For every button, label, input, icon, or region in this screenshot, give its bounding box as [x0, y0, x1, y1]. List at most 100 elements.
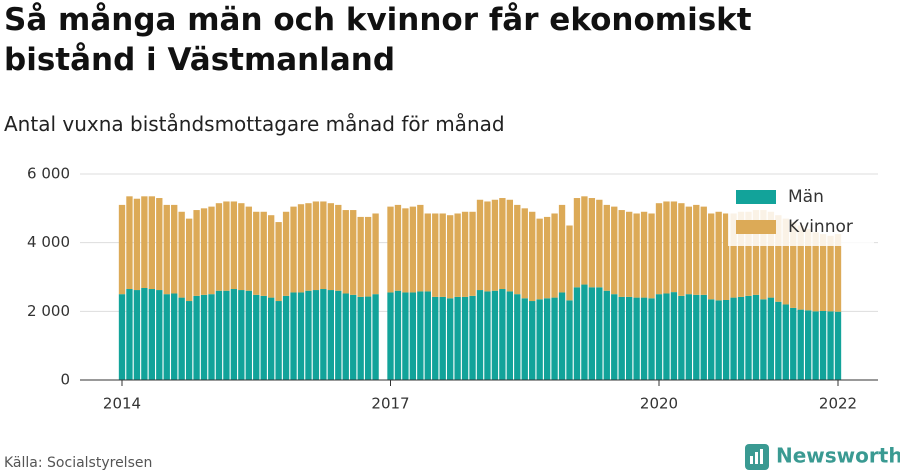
- bar-segment: [596, 287, 603, 380]
- bar-segment: [752, 210, 760, 295]
- bar-segment: [536, 299, 543, 380]
- bar-segment: [312, 290, 320, 380]
- bar-segment: [767, 297, 775, 380]
- bar-segment: [551, 213, 558, 298]
- bar-segment: [812, 232, 819, 312]
- y-tick-label: 0: [60, 371, 70, 389]
- bar-segment: [357, 216, 364, 297]
- bar-segment: [193, 210, 200, 296]
- bar-segment: [327, 203, 335, 291]
- bar-segment: [633, 297, 640, 380]
- bar-segment: [581, 196, 588, 285]
- chart-title: Så många män och kvinnor får ekonomiskt …: [4, 2, 752, 78]
- y-tick-label: 2 000: [27, 302, 70, 320]
- bar-segment: [163, 294, 170, 380]
- bar-segment: [700, 294, 707, 380]
- bar-segment: [782, 304, 789, 380]
- bar-segment: [834, 234, 842, 312]
- bar-segment: [335, 204, 342, 291]
- bar-segment: [551, 297, 558, 380]
- bar-segment: [476, 290, 484, 380]
- bar-segment: [618, 296, 625, 380]
- bar-segment: [804, 310, 812, 380]
- bar-segment: [424, 213, 431, 292]
- bar-segment: [200, 294, 208, 380]
- bar-segment: [685, 206, 693, 295]
- bar-segment: [141, 287, 148, 380]
- bar-segment: [178, 297, 185, 380]
- bar-segment: [722, 300, 730, 380]
- bar-segment: [394, 204, 402, 291]
- bar-segment: [663, 293, 670, 380]
- bar-segment: [491, 199, 499, 291]
- bar-segment: [305, 290, 312, 380]
- bar-segment: [126, 289, 133, 380]
- bar-segment: [409, 206, 417, 293]
- bar-segment: [290, 206, 297, 293]
- bar-segment: [670, 201, 678, 293]
- bar-segment: [529, 301, 536, 380]
- bar-segment: [782, 218, 789, 305]
- bar-segment: [275, 222, 282, 302]
- bar-segment: [514, 294, 521, 380]
- bar-segment: [678, 295, 685, 380]
- bar-segment: [469, 211, 476, 296]
- bar-segment: [342, 210, 349, 294]
- bar-segment: [797, 309, 804, 380]
- bar-segment: [715, 211, 722, 301]
- bar-segment: [484, 291, 491, 380]
- bar-segment: [394, 290, 402, 380]
- bar-segment: [335, 290, 342, 380]
- bar-segment: [484, 201, 491, 292]
- bar-segment: [640, 211, 648, 298]
- bar-segment: [133, 290, 141, 380]
- bar-segment: [611, 206, 618, 295]
- bar-segment: [827, 235, 834, 312]
- bar-segment: [543, 298, 551, 380]
- bar-segment: [625, 296, 633, 380]
- bar-segment: [461, 211, 469, 297]
- bar-segment: [156, 198, 163, 291]
- bar-segment: [685, 294, 693, 380]
- bar-segment: [693, 204, 700, 295]
- bar-segment: [208, 206, 215, 295]
- bar-segment: [648, 213, 655, 299]
- bar-segment: [409, 292, 417, 380]
- bar-segment: [700, 206, 707, 295]
- bar-segment: [491, 290, 499, 380]
- bar-segment: [297, 292, 305, 380]
- bar-segment: [834, 311, 842, 380]
- bar-segment: [446, 215, 454, 299]
- bar-segment: [588, 198, 596, 288]
- bar-segment: [297, 204, 305, 293]
- bar-segment: [357, 296, 364, 380]
- bar-segment: [133, 198, 141, 291]
- bar-segment: [282, 295, 290, 380]
- bar-segment: [342, 293, 349, 380]
- bar-segment: [327, 290, 335, 380]
- bar-segment: [573, 287, 581, 380]
- bar-segment: [267, 215, 275, 298]
- bar-segment: [446, 298, 454, 380]
- bar-segment: [238, 203, 245, 291]
- bar-segment: [715, 300, 722, 380]
- bar-segment: [402, 208, 409, 293]
- bar-segment: [558, 204, 566, 293]
- legend-swatch: [736, 220, 776, 234]
- bar-segment: [230, 201, 238, 290]
- bar-segment: [185, 218, 193, 302]
- bar-segment: [163, 204, 170, 295]
- bar-segment: [245, 206, 252, 291]
- bar-segment: [387, 292, 394, 380]
- bar-segment: [812, 311, 819, 380]
- bar-segment: [156, 290, 163, 380]
- bar-segment: [678, 203, 685, 296]
- bar-segment: [312, 201, 320, 291]
- bar-segment: [596, 199, 603, 288]
- bar-segment: [581, 284, 588, 380]
- bar-segment: [432, 213, 439, 297]
- bar-segment: [171, 204, 178, 294]
- bar-segment: [215, 290, 223, 380]
